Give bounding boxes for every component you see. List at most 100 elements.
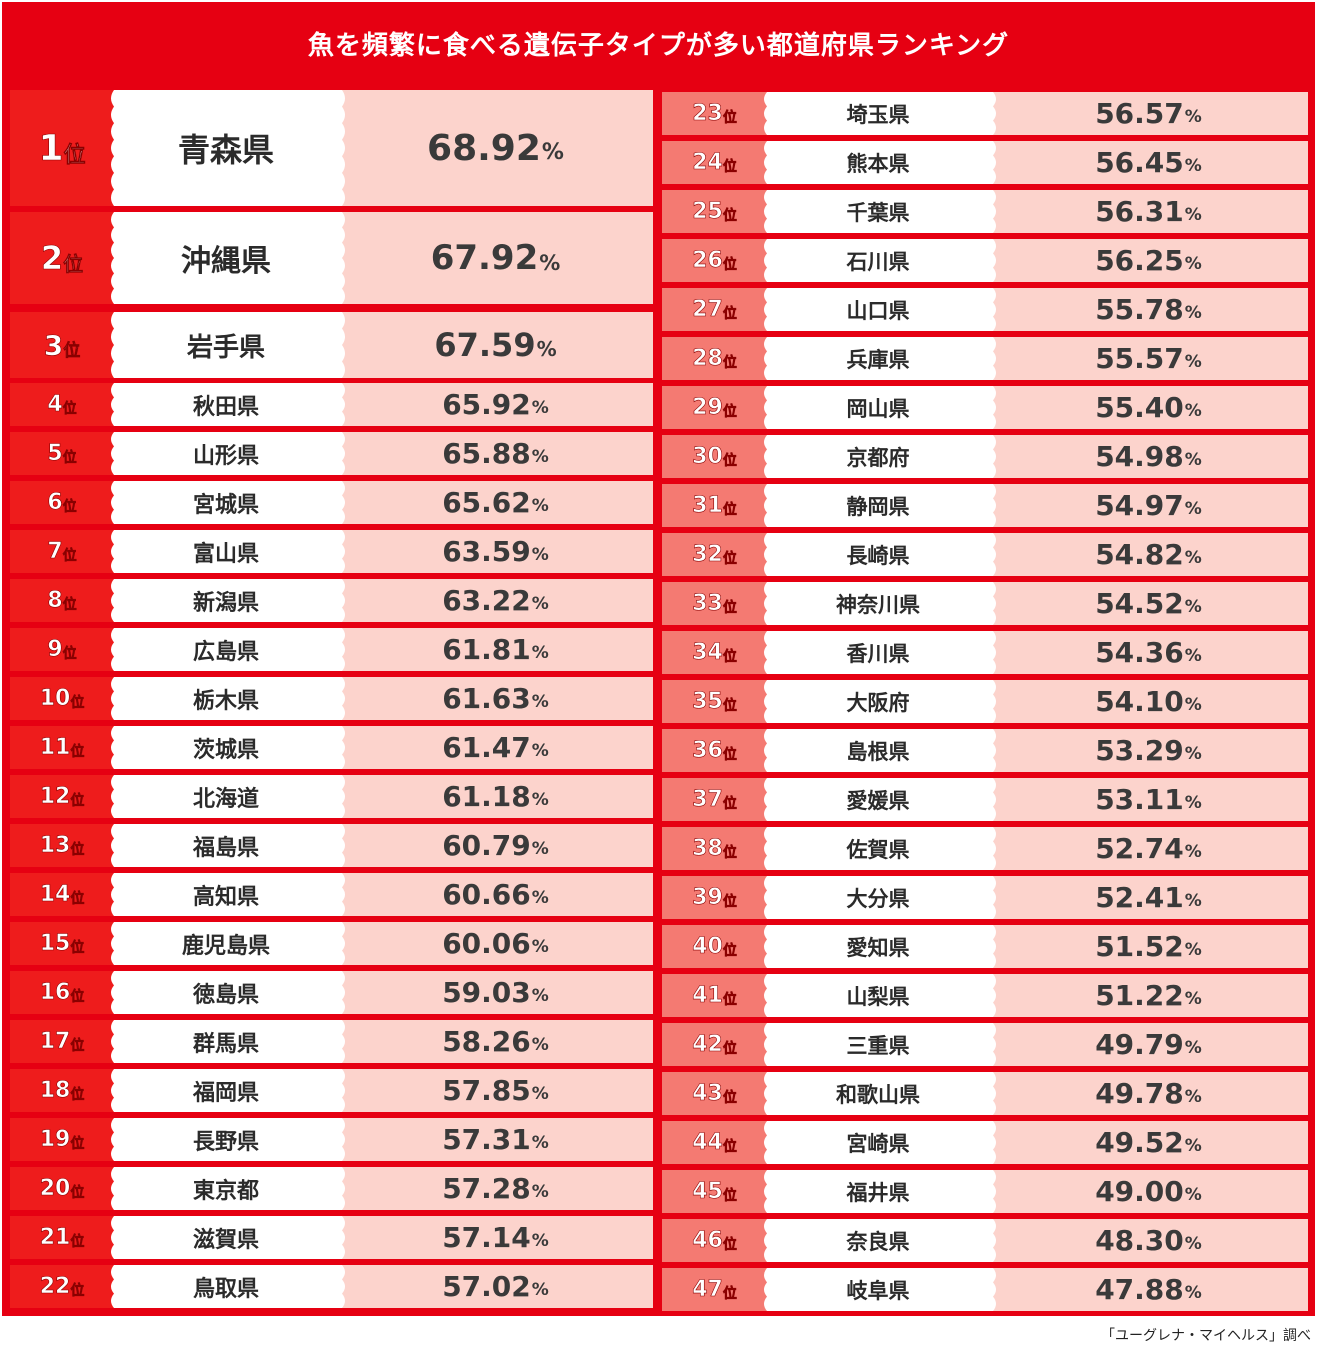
value-number: 56.45	[1095, 146, 1184, 179]
prefecture-name: 岡山県	[846, 396, 910, 421]
rank-suffix: 位	[62, 547, 77, 564]
value-cell: 56.25%	[989, 239, 1308, 282]
rank-cell: 16 位	[10, 971, 114, 1014]
percent-suffix: %	[1184, 842, 1202, 862]
percent-suffix: %	[531, 839, 549, 859]
rank-suffix: 位	[70, 1135, 85, 1152]
rank-number: 1	[38, 127, 64, 169]
ranking-row: 2 位 沖縄県 67.92%	[10, 212, 653, 304]
scallop-left	[764, 925, 773, 968]
rank-cell: 45 位	[662, 1170, 767, 1213]
rank-suffix: 位	[722, 550, 738, 567]
rank-number: 14	[39, 882, 71, 908]
prefecture-cell: 高知県	[111, 873, 345, 916]
value-cell: 61.47%	[338, 726, 653, 769]
prefecture-name: 北海道	[192, 786, 259, 812]
ranking-row: 22 位 鳥取県 57.02%	[10, 1265, 653, 1308]
ranking-row: 38 位 佐賀県 52.74%	[662, 827, 1308, 870]
prefecture-name: 新潟県	[192, 590, 259, 616]
value-cell: 56.45%	[989, 141, 1308, 184]
rank-suffix: 位	[722, 501, 738, 518]
scallop-right	[336, 628, 345, 671]
ranking-row: 25 位 千葉県 56.31%	[662, 190, 1308, 233]
rank-suffix: 位	[70, 1184, 85, 1201]
rank-cell: 15 位	[10, 922, 114, 965]
scallop-left	[764, 533, 773, 576]
scallop-right	[336, 481, 345, 524]
rank-number: 15	[39, 931, 71, 957]
rank-number: 23	[692, 101, 723, 127]
prefecture-name: 鹿児島県	[181, 933, 270, 959]
scallop-right	[336, 971, 345, 1014]
prefecture-name: 千葉県	[846, 200, 910, 225]
prefecture-cell: 長崎県	[764, 533, 996, 576]
rank-number: 39	[692, 885, 723, 911]
prefecture-cell: 山梨県	[764, 974, 996, 1017]
rank-number: 3	[43, 328, 64, 362]
scallop-right	[987, 386, 996, 429]
value-cell: 59.03%	[338, 971, 653, 1014]
value-number: 61.47	[442, 731, 531, 764]
ranking-row: 42 位 三重県 49.79%	[662, 1023, 1308, 1066]
prefecture-name: 東京都	[192, 1178, 259, 1204]
rank-suffix: 位	[722, 795, 738, 812]
value-cell: 55.78%	[989, 288, 1308, 331]
rank-suffix: 位	[63, 341, 81, 362]
ranking-row: 8 位 新潟県 63.22%	[10, 579, 653, 622]
value-cell: 53.11%	[989, 778, 1308, 821]
value-number: 48.30	[1095, 1224, 1184, 1257]
prefecture-cell: 広島県	[111, 628, 345, 671]
value-number: 51.52	[1095, 930, 1184, 963]
prefecture-name: 宮城県	[192, 492, 259, 518]
scallop-right	[336, 1167, 345, 1210]
ranking-row: 32 位 長崎県 54.82%	[662, 533, 1308, 576]
rank-suffix: 位	[70, 841, 85, 858]
rank-cell: 19 位	[10, 1118, 114, 1161]
prefecture-name: 岩手県	[186, 332, 265, 363]
value-cell: 49.52%	[989, 1121, 1308, 1164]
value-number: 57.02	[442, 1270, 531, 1303]
prefecture-name: 福岡県	[192, 1080, 259, 1106]
prefecture-cell: 京都府	[764, 435, 996, 478]
scallop-left	[764, 141, 773, 184]
rank-suffix: 位	[70, 1086, 85, 1103]
prefecture-cell: 群馬県	[111, 1020, 345, 1063]
prefecture-cell: 福岡県	[111, 1069, 345, 1112]
value-number: 54.10	[1095, 685, 1184, 718]
rank-suffix: 位	[62, 596, 77, 613]
scallop-right	[987, 631, 996, 674]
prefecture-name: 鳥取県	[192, 1276, 259, 1302]
ranking-row: 7 位 富山県 63.59%	[10, 530, 653, 573]
value-cell: 65.92%	[338, 383, 653, 426]
rank-suffix: 位	[722, 403, 738, 420]
percent-suffix: %	[1184, 891, 1202, 911]
value-cell: 68.92%	[338, 90, 653, 206]
value-number: 58.26	[442, 1025, 531, 1058]
rank-number: 40	[692, 934, 723, 960]
value-cell: 48.30%	[989, 1219, 1308, 1262]
rank-suffix: 位	[722, 256, 738, 273]
scallop-left	[111, 212, 120, 304]
prefecture-cell: 山形県	[111, 432, 345, 475]
value-number: 47.88	[1095, 1273, 1184, 1306]
scallop-right	[987, 1121, 996, 1164]
value-cell: 63.59%	[338, 530, 653, 573]
rank-number: 16	[39, 980, 71, 1006]
value-cell: 57.31%	[338, 1118, 653, 1161]
rank-cell: 26 位	[662, 239, 767, 282]
scallop-left	[111, 432, 120, 475]
percent-suffix: %	[531, 447, 549, 467]
rank-cell: 41 位	[662, 974, 767, 1017]
rank-suffix: 位	[722, 746, 738, 763]
prefecture-name: 愛知県	[846, 935, 910, 960]
percent-suffix: %	[1184, 1136, 1202, 1156]
rank-suffix: 位	[63, 251, 84, 276]
rank-cell: 29 位	[662, 386, 767, 429]
value-number: 53.29	[1095, 734, 1184, 767]
prefecture-name: 愛媛県	[846, 788, 910, 813]
prefecture-name: 茨城県	[192, 737, 259, 763]
value-number: 67.59	[434, 326, 536, 364]
scallop-right	[987, 288, 996, 331]
